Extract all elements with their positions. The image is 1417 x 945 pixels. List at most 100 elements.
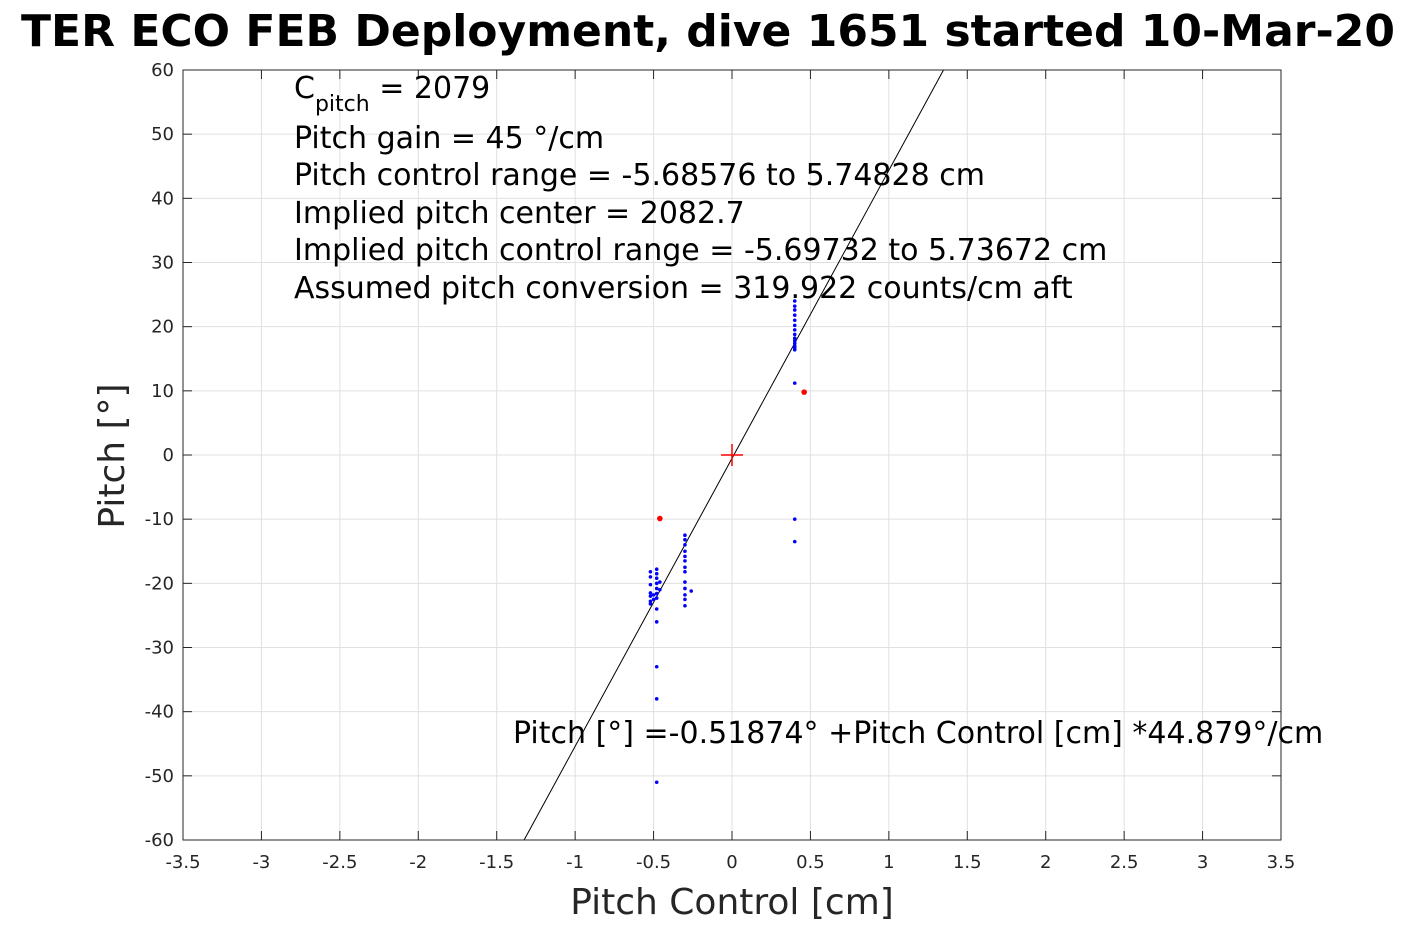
x-tick-label: 0.5 xyxy=(796,852,825,873)
tick-labels: -3.5 -3 -2.5 -2 -1.5 -1 -0.5 0 0.5 1 1.5 2 2.5 3 3.5 60… xyxy=(145,60,1296,873)
data-point xyxy=(658,580,662,584)
data-point xyxy=(792,381,797,385)
y-tick-label: 60 xyxy=(151,60,174,81)
outlier-point xyxy=(801,389,807,395)
c-pitch-value: = 2079 xyxy=(370,71,491,106)
c-pitch-subscript: pitch xyxy=(315,92,370,117)
chart-title: TER ECO FEB Deployment, dive 1651 starte… xyxy=(21,6,1395,57)
data-point xyxy=(654,581,659,586)
x-tick-label: -3 xyxy=(252,852,270,873)
y-tick-label: 20 xyxy=(151,317,174,338)
data-point xyxy=(651,597,656,602)
data-point xyxy=(651,593,656,597)
data-point xyxy=(654,780,659,785)
y-tick-label: 40 xyxy=(151,188,174,209)
data-point xyxy=(683,597,687,602)
data-point xyxy=(648,575,653,579)
x-tick-label: 2.5 xyxy=(1110,852,1139,873)
x-axis-label: Pitch Control [cm] xyxy=(570,882,894,923)
data-point xyxy=(792,338,797,343)
data-point xyxy=(654,620,659,624)
data-point xyxy=(683,543,687,547)
outlier-point xyxy=(657,515,663,522)
data-points-layer xyxy=(648,299,807,785)
data-point xyxy=(654,697,659,701)
data-point xyxy=(654,664,659,669)
data-point xyxy=(683,603,687,608)
data-point xyxy=(648,569,653,574)
data-point xyxy=(689,589,694,593)
data-point xyxy=(792,336,797,341)
data-point xyxy=(792,304,797,308)
grid-lines xyxy=(182,69,1282,841)
x-tick-label: -1 xyxy=(566,852,584,873)
data-point xyxy=(654,571,659,576)
data-point xyxy=(648,599,653,604)
data-point xyxy=(654,576,659,580)
x-tick-label: 3 xyxy=(1197,852,1208,873)
data-point xyxy=(654,591,659,596)
data-point xyxy=(683,537,687,542)
data-point xyxy=(792,318,797,323)
data-point xyxy=(792,332,797,337)
annotation-assumed-pitch-conversion: Assumed pitch conversion = 319.922 count… xyxy=(294,271,1073,306)
annotation-implied-pitch-control-range: Implied pitch control range = -5.69732 t… xyxy=(294,233,1107,268)
data-point xyxy=(792,323,797,328)
data-point xyxy=(792,517,797,521)
x-tick-label: 1 xyxy=(883,852,894,873)
data-point xyxy=(654,586,659,591)
data-point xyxy=(683,533,687,538)
data-point xyxy=(654,607,659,611)
data-point xyxy=(683,549,687,554)
y-tick-label: -40 xyxy=(145,702,174,723)
data-point xyxy=(654,567,659,572)
x-tick-label: -2.5 xyxy=(322,852,357,873)
data-point xyxy=(792,308,797,312)
data-point xyxy=(683,559,687,563)
x-tick-label: 3.5 xyxy=(1267,852,1296,873)
x-tick-label: -0.5 xyxy=(636,852,671,873)
annotation-pitch-gain: Pitch gain = 45 °/cm xyxy=(294,121,604,156)
data-point xyxy=(683,569,687,574)
y-tick-label: -60 xyxy=(145,830,174,851)
data-point xyxy=(654,596,659,600)
fit-equation-label: Pitch [°] =-0.51874° +Pitch Control [cm]… xyxy=(513,716,1323,751)
data-point xyxy=(792,313,797,317)
x-tick-label: -1.5 xyxy=(479,852,514,873)
y-tick-label: 50 xyxy=(151,124,174,145)
x-tick-label: -2 xyxy=(409,852,427,873)
y-tick-label: -30 xyxy=(145,638,174,659)
data-point xyxy=(648,602,653,606)
x-tick-label: 0 xyxy=(726,852,737,873)
x-tick-label: 1.5 xyxy=(953,852,982,873)
data-point xyxy=(658,587,662,592)
data-point xyxy=(792,299,797,303)
y-tick-label: 0 xyxy=(163,445,174,466)
center-marker-layer xyxy=(721,444,743,466)
c-pitch-symbol: C xyxy=(294,71,315,106)
y-tick-label: -50 xyxy=(145,766,174,787)
data-point xyxy=(683,580,687,584)
data-point xyxy=(792,539,797,544)
data-point xyxy=(683,593,687,597)
y-axis-label: Pitch [°] xyxy=(92,383,133,528)
data-point xyxy=(792,328,797,332)
y-tick-label: -10 xyxy=(145,509,174,530)
data-point xyxy=(683,554,687,559)
data-point xyxy=(648,591,653,595)
data-point xyxy=(648,582,653,587)
y-tick-label: -20 xyxy=(145,573,174,594)
y-tick-label: 30 xyxy=(151,253,174,274)
annotation-pitch-control-range: Pitch control range = -5.68576 to 5.7482… xyxy=(294,158,985,193)
data-point xyxy=(792,347,797,352)
data-point xyxy=(648,594,653,598)
data-point xyxy=(683,565,687,570)
x-tick-label: 2 xyxy=(1040,852,1051,873)
data-point xyxy=(792,341,797,346)
data-point xyxy=(683,586,687,591)
annotation-c-pitch: Cpitch = 2079 xyxy=(294,71,490,117)
x-tick-label: -3.5 xyxy=(165,852,200,873)
y-tick-label: 10 xyxy=(151,381,174,402)
annotation-implied-pitch-center: Implied pitch center = 2082.7 xyxy=(294,196,745,231)
